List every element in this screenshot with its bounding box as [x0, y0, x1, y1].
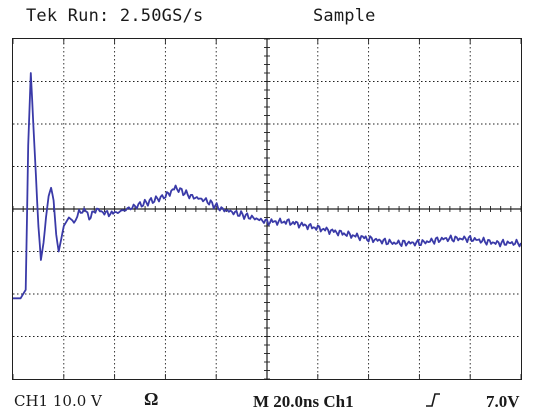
trace-layer	[13, 72, 521, 300]
timebase-label: M 20.0ns Ch1	[253, 392, 354, 411]
ch1-waveform-trace	[13, 72, 521, 300]
rising-edge-icon	[426, 393, 440, 407]
sample-rate-status: Tek Run: 2.50GS/s	[26, 6, 204, 26]
waveform-plot	[13, 39, 521, 379]
acquisition-mode: Sample	[313, 6, 376, 26]
coupling-symbol: Ω	[144, 389, 159, 409]
trigger-level: 7.0V	[486, 392, 520, 411]
oscilloscope-screen	[12, 38, 522, 380]
channel-scale-label: CH1 10.0 V	[14, 392, 102, 410]
graticule	[13, 39, 521, 379]
